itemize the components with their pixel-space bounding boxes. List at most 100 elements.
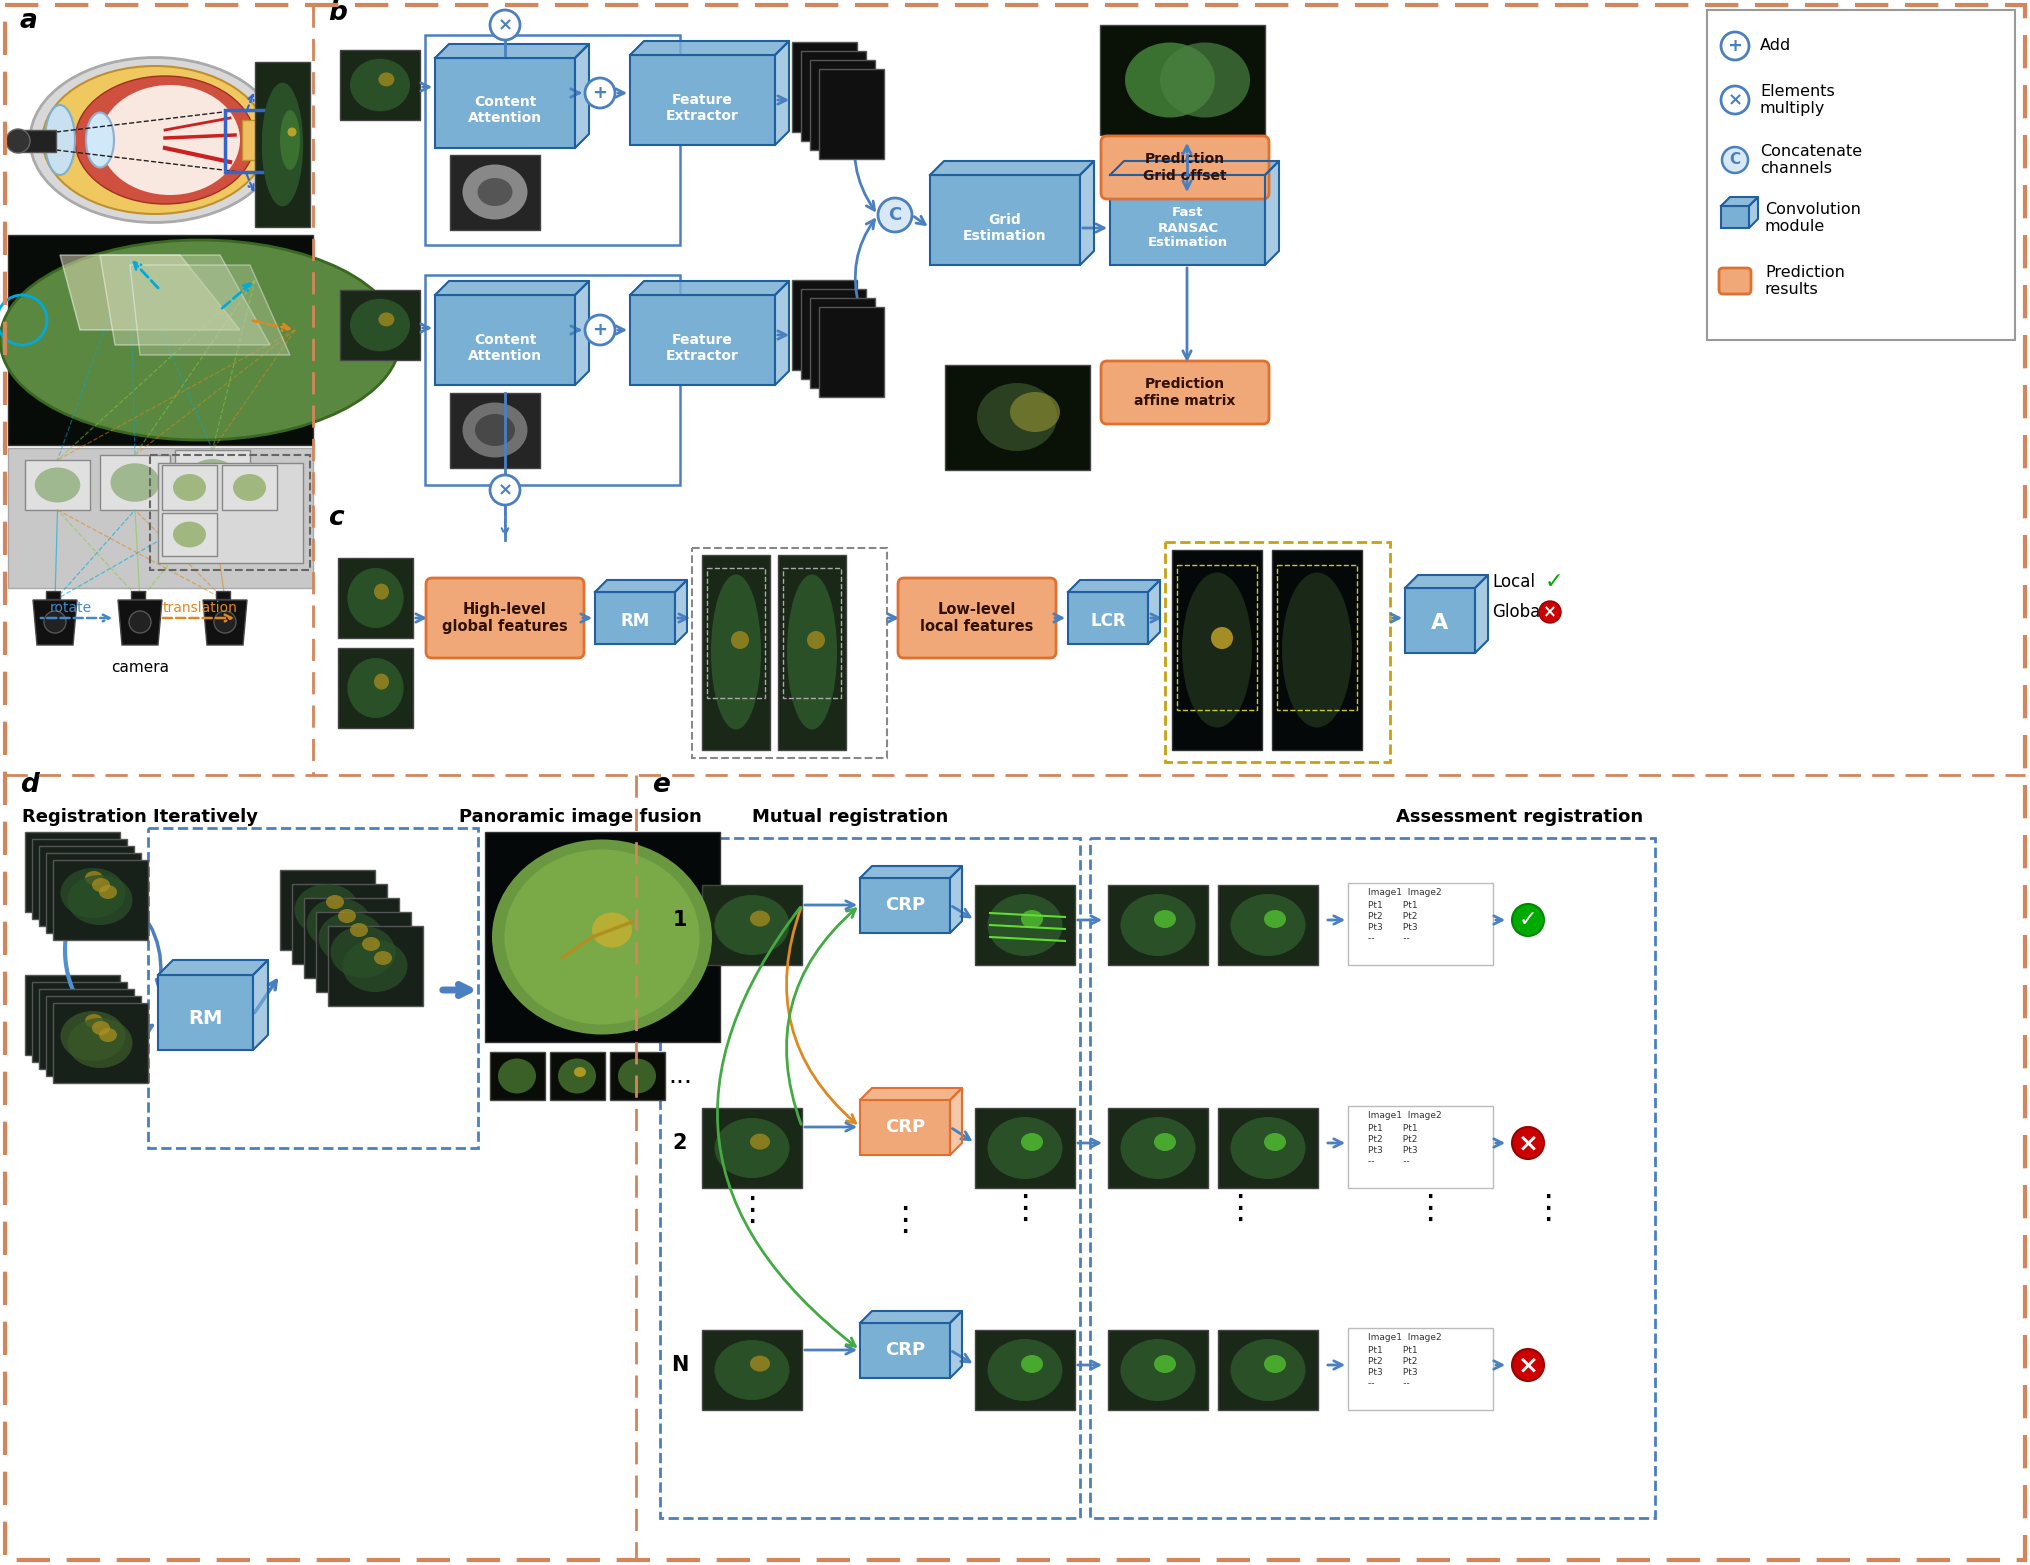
Bar bbox=[175, 451, 250, 510]
Text: Pt1       Pt1: Pt1 Pt1 bbox=[1368, 901, 1417, 909]
Text: +: + bbox=[593, 321, 607, 340]
Bar bbox=[39, 989, 134, 1069]
Bar bbox=[609, 1052, 666, 1100]
Text: e: e bbox=[652, 772, 670, 798]
Ellipse shape bbox=[475, 415, 516, 446]
Ellipse shape bbox=[463, 402, 528, 457]
Circle shape bbox=[585, 78, 615, 108]
Circle shape bbox=[6, 128, 30, 153]
Bar bbox=[930, 175, 1080, 264]
Text: ×: × bbox=[497, 480, 512, 499]
Text: Pt1       Pt1: Pt1 Pt1 bbox=[1368, 1124, 1417, 1133]
Bar bbox=[1218, 1330, 1317, 1410]
Ellipse shape bbox=[1153, 1355, 1175, 1373]
Bar bbox=[339, 290, 420, 360]
Ellipse shape bbox=[1021, 1355, 1043, 1373]
Text: High-level
global features: High-level global features bbox=[443, 603, 568, 634]
Text: Add: Add bbox=[1760, 39, 1790, 53]
Text: ...: ... bbox=[668, 1064, 692, 1088]
Ellipse shape bbox=[374, 584, 390, 599]
Polygon shape bbox=[676, 581, 686, 645]
Bar bbox=[1090, 837, 1654, 1518]
Bar bbox=[1707, 9, 2016, 340]
Ellipse shape bbox=[39, 847, 104, 897]
Text: ×: × bbox=[1518, 1354, 1539, 1377]
Polygon shape bbox=[1068, 581, 1159, 592]
Text: Registration Iteratively: Registration Iteratively bbox=[22, 808, 258, 826]
Text: ×: × bbox=[1543, 603, 1557, 621]
Text: ⋮: ⋮ bbox=[1224, 1191, 1257, 1224]
Bar bbox=[1348, 883, 1492, 966]
Ellipse shape bbox=[77, 864, 95, 878]
Text: Elements
multiply: Elements multiply bbox=[1760, 85, 1835, 116]
Text: Content
Attention: Content Attention bbox=[469, 95, 542, 125]
Bar bbox=[215, 592, 229, 599]
Bar bbox=[162, 513, 217, 556]
Polygon shape bbox=[1110, 161, 1279, 175]
Text: ⋮: ⋮ bbox=[1413, 1191, 1447, 1224]
Bar bbox=[1218, 1108, 1317, 1188]
Text: ⋮: ⋮ bbox=[889, 1203, 922, 1236]
Ellipse shape bbox=[91, 1020, 110, 1034]
Ellipse shape bbox=[53, 1005, 118, 1053]
Ellipse shape bbox=[99, 1028, 118, 1042]
Bar bbox=[339, 559, 412, 639]
Polygon shape bbox=[775, 41, 790, 146]
FancyBboxPatch shape bbox=[1719, 268, 1752, 294]
Bar bbox=[595, 592, 676, 645]
Ellipse shape bbox=[349, 923, 367, 937]
Bar bbox=[802, 52, 867, 141]
Ellipse shape bbox=[361, 937, 380, 952]
Text: Pt3       Pt3: Pt3 Pt3 bbox=[1368, 1368, 1417, 1377]
Bar bbox=[242, 121, 274, 160]
Text: CRP: CRP bbox=[885, 1341, 926, 1358]
Text: RM: RM bbox=[621, 612, 650, 631]
Polygon shape bbox=[130, 264, 290, 355]
Ellipse shape bbox=[339, 909, 355, 923]
Text: rotate: rotate bbox=[51, 601, 91, 615]
Ellipse shape bbox=[558, 1058, 597, 1094]
Ellipse shape bbox=[110, 463, 160, 502]
Text: a: a bbox=[20, 8, 39, 34]
Bar bbox=[1100, 25, 1265, 135]
Text: Pt3       Pt3: Pt3 Pt3 bbox=[1368, 1146, 1417, 1155]
Text: Content
Attention: Content Attention bbox=[469, 333, 542, 363]
Circle shape bbox=[1512, 905, 1545, 936]
Ellipse shape bbox=[347, 568, 404, 628]
Bar bbox=[702, 884, 802, 966]
Text: Image1  Image2: Image1 Image2 bbox=[1368, 887, 1441, 897]
Ellipse shape bbox=[617, 1058, 656, 1094]
Ellipse shape bbox=[61, 1011, 126, 1061]
Bar bbox=[861, 878, 950, 933]
Ellipse shape bbox=[85, 113, 114, 167]
Polygon shape bbox=[254, 959, 268, 1050]
Bar bbox=[974, 1330, 1076, 1410]
Polygon shape bbox=[118, 599, 162, 645]
Ellipse shape bbox=[505, 850, 700, 1025]
Text: 1: 1 bbox=[672, 909, 688, 930]
Ellipse shape bbox=[1153, 909, 1175, 928]
Ellipse shape bbox=[173, 521, 205, 548]
Polygon shape bbox=[861, 1311, 962, 1322]
Ellipse shape bbox=[71, 858, 89, 872]
Ellipse shape bbox=[1121, 894, 1196, 956]
Bar bbox=[434, 58, 574, 149]
Text: ✓: ✓ bbox=[1518, 909, 1537, 930]
Text: Fast
RANSAC
Estimation: Fast RANSAC Estimation bbox=[1147, 207, 1228, 249]
Text: --          --: -- -- bbox=[1368, 934, 1409, 944]
Bar bbox=[485, 833, 721, 1042]
Circle shape bbox=[130, 610, 150, 632]
Ellipse shape bbox=[374, 952, 392, 966]
Bar bbox=[1348, 1329, 1492, 1410]
Ellipse shape bbox=[39, 991, 104, 1041]
Polygon shape bbox=[1721, 197, 1758, 207]
Polygon shape bbox=[1149, 581, 1159, 645]
Polygon shape bbox=[158, 959, 268, 975]
Ellipse shape bbox=[91, 878, 110, 892]
Text: Prediction
affine matrix: Prediction affine matrix bbox=[1135, 377, 1236, 407]
Polygon shape bbox=[1476, 574, 1488, 653]
Ellipse shape bbox=[808, 631, 824, 649]
FancyBboxPatch shape bbox=[1100, 136, 1269, 199]
Circle shape bbox=[1721, 86, 1750, 114]
Polygon shape bbox=[930, 161, 1094, 175]
